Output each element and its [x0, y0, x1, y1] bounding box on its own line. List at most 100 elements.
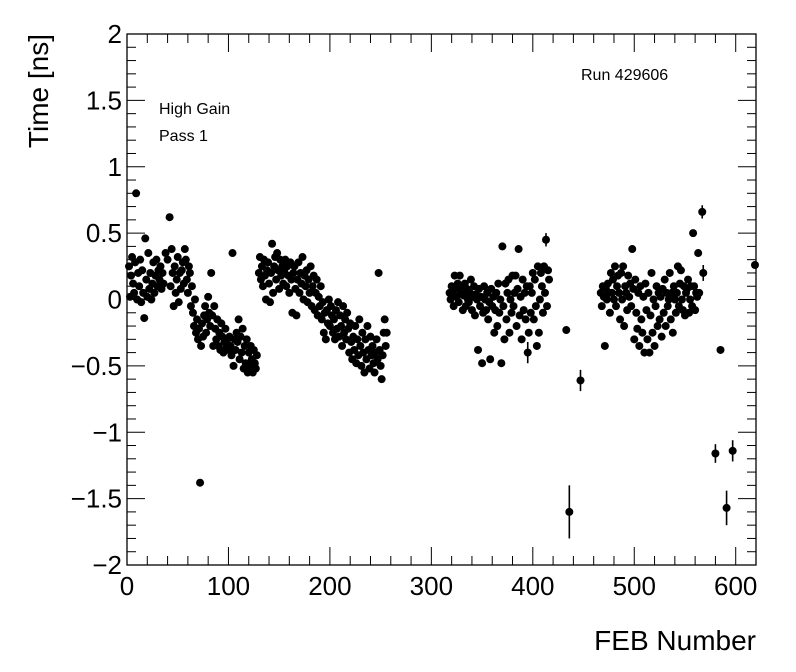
data-point — [316, 282, 325, 291]
data-point — [258, 282, 267, 291]
data-point — [513, 284, 522, 293]
data-point — [686, 295, 695, 304]
data-point — [152, 255, 161, 264]
data-point — [600, 341, 609, 350]
data-point — [530, 275, 539, 284]
data-point — [690, 282, 699, 291]
data-point — [372, 335, 381, 344]
data-point — [648, 328, 657, 337]
pass-label: Pass 1 — [159, 128, 208, 145]
data-point — [301, 282, 310, 291]
data-point — [183, 288, 192, 297]
data-point — [500, 335, 509, 344]
data-point — [376, 361, 385, 370]
x-axis-title: FEB Number — [594, 625, 756, 656]
data-point — [728, 446, 737, 455]
data-point — [324, 295, 333, 304]
x-tick-label: 0 — [120, 571, 134, 601]
data-point — [264, 258, 273, 267]
data-point — [238, 324, 247, 333]
data-point — [158, 268, 167, 277]
y-tick-label: 2 — [108, 19, 122, 49]
data-point — [676, 266, 685, 275]
data-point — [289, 268, 298, 277]
data-point — [207, 268, 216, 277]
data-point — [363, 322, 372, 331]
data-point — [541, 235, 550, 244]
data-points — [125, 189, 759, 516]
data-point — [150, 288, 159, 297]
data-point — [695, 288, 704, 297]
data-point — [656, 292, 665, 301]
data-point — [380, 315, 389, 324]
data-point — [298, 253, 307, 262]
data-point — [502, 315, 511, 324]
data-point — [670, 295, 679, 304]
data-point — [229, 361, 238, 370]
data-point — [533, 262, 542, 271]
data-point — [197, 341, 206, 350]
data-point — [382, 328, 391, 337]
data-point — [610, 262, 619, 271]
data-point — [694, 249, 703, 258]
data-point — [210, 302, 219, 311]
data-point — [666, 315, 675, 324]
data-point — [212, 335, 221, 344]
data-point — [616, 315, 625, 324]
data-point — [531, 302, 540, 311]
data-point — [163, 255, 172, 264]
data-point — [130, 288, 139, 297]
data-point — [308, 282, 317, 291]
data-point — [540, 288, 549, 297]
data-point — [605, 308, 614, 317]
data-point — [615, 288, 624, 297]
data-point — [190, 295, 199, 304]
data-point — [544, 266, 553, 275]
y-tick-label: 1.5 — [86, 85, 122, 115]
data-point — [643, 335, 652, 344]
data-point — [252, 351, 261, 360]
data-point — [269, 288, 278, 297]
data-point — [684, 275, 693, 284]
data-point — [618, 295, 627, 304]
data-point — [652, 282, 661, 291]
data-point — [644, 288, 653, 297]
data-point — [337, 322, 346, 331]
data-point — [466, 275, 475, 284]
data-point — [661, 322, 670, 331]
data-point — [135, 282, 144, 291]
data-point — [237, 348, 246, 357]
data-point — [357, 361, 366, 370]
data-point — [356, 341, 365, 350]
data-point — [136, 255, 145, 264]
data-point — [185, 268, 194, 277]
data-point — [318, 298, 327, 307]
data-point — [750, 260, 759, 269]
data-point — [358, 328, 367, 337]
data-point — [251, 364, 260, 373]
data-point — [525, 282, 534, 291]
data-point — [236, 332, 245, 341]
data-point — [482, 306, 491, 315]
error-bars — [526, 205, 734, 539]
data-point — [514, 245, 523, 254]
data-point — [511, 271, 520, 280]
data-point — [486, 355, 495, 364]
data-point — [267, 268, 276, 277]
data-point — [657, 332, 666, 341]
data-point — [180, 245, 189, 254]
data-point — [647, 268, 656, 277]
y-axis-title: Time [ns] — [23, 34, 54, 148]
data-point — [645, 348, 654, 357]
data-point — [329, 315, 338, 324]
y-tick-label: −1.5 — [71, 484, 122, 514]
data-point — [698, 207, 707, 216]
data-point — [519, 306, 528, 315]
data-point — [699, 268, 708, 277]
data-point — [543, 302, 552, 311]
data-point — [161, 249, 170, 258]
data-point — [285, 288, 294, 297]
data-point — [167, 245, 176, 254]
data-point — [454, 298, 463, 307]
data-point — [507, 308, 516, 317]
